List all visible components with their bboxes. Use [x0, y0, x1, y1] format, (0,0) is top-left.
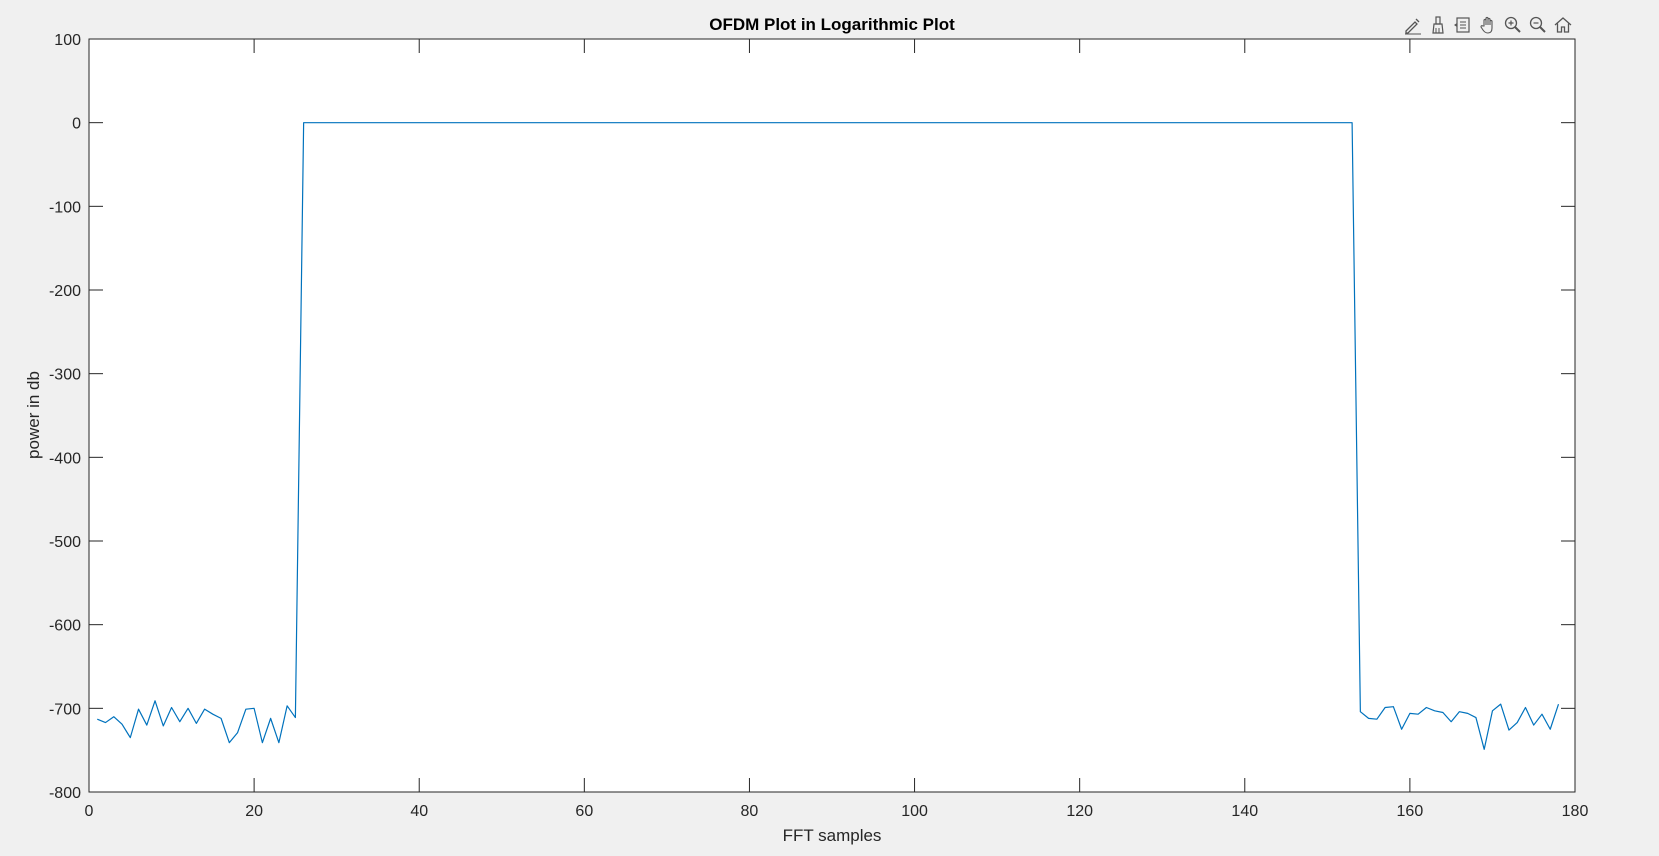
home-icon[interactable]: [1551, 13, 1574, 37]
zoom-out-icon[interactable]: [1526, 13, 1549, 37]
brush-icon[interactable]: [1426, 13, 1449, 37]
plot-area: [97, 122, 1560, 750]
chart-title: OFDM Plot in Logarithmic Plot: [709, 15, 955, 34]
y-tick-label: -700: [49, 701, 81, 718]
y-tick-label: -300: [49, 367, 81, 384]
y-tick-label: -500: [49, 534, 81, 551]
zoom-in-icon[interactable]: [1501, 13, 1524, 37]
series-line[interactable]: [97, 122, 1560, 750]
y-tick-label: -600: [49, 618, 81, 635]
x-axis-label: FFT samples: [783, 826, 882, 845]
data-tips-icon[interactable]: [1451, 13, 1474, 37]
x-tick-label: 20: [245, 803, 263, 820]
pan-icon[interactable]: [1476, 13, 1499, 37]
tick-labels: 0 20 40 60 80 100 120 140 160 180 100 0 -100 -200 -300…: [49, 32, 1588, 820]
x-tick-label: 100: [901, 803, 928, 820]
x-tick-label: 40: [410, 803, 428, 820]
x-tick-label: 80: [741, 803, 759, 820]
x-tick-label: 160: [1397, 803, 1424, 820]
axes-background: [89, 39, 1575, 792]
x-tick-label: 60: [575, 803, 593, 820]
x-tick-label: 180: [1562, 803, 1589, 820]
x-tick-label: 120: [1066, 803, 1093, 820]
y-tick-label: -100: [49, 199, 81, 216]
edit-data-icon[interactable]: [1401, 13, 1424, 37]
y-tick-label: 100: [54, 32, 81, 49]
x-tick-label: 140: [1231, 803, 1258, 820]
axes-box: [88, 38, 1576, 793]
x-tick-label: 0: [85, 803, 94, 820]
y-tick-label: 0: [72, 116, 81, 133]
y-tick-label: -200: [49, 283, 81, 300]
axes-toolbar: [1401, 12, 1574, 38]
y-tick-label: -800: [49, 785, 81, 802]
y-tick-label: -400: [49, 450, 81, 467]
y-axis-label: power in db: [24, 371, 43, 459]
